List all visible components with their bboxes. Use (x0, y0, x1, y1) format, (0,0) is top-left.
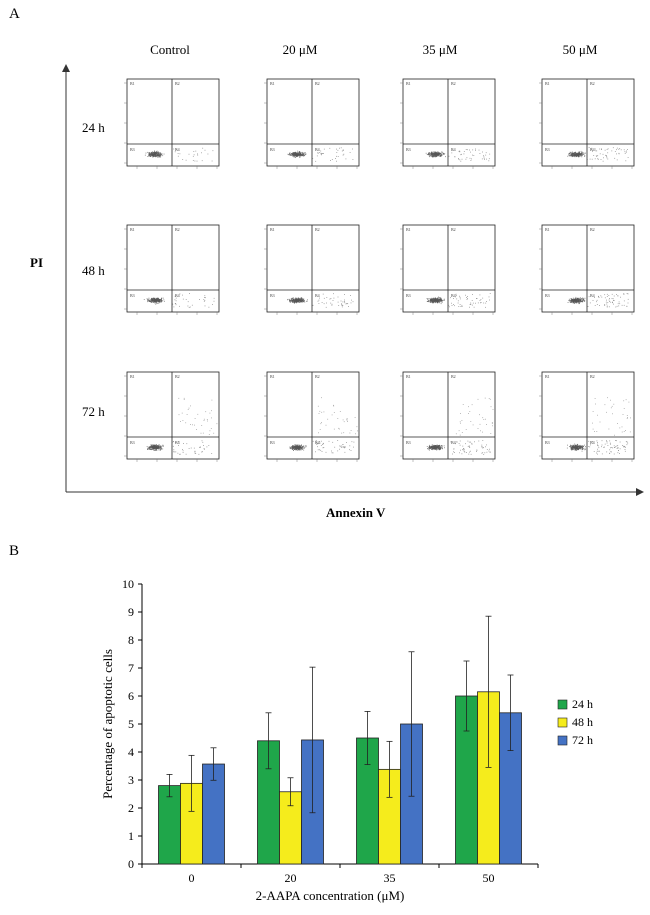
y-tick-label: 0 (128, 857, 134, 871)
y-tick-label: 8 (128, 633, 134, 647)
quadrant-label: B1 (406, 227, 411, 232)
quadrant-label: B2 (590, 374, 595, 379)
quadrant-label: B1 (406, 81, 411, 86)
quadrant-label: B3 (545, 147, 550, 152)
dot-plot-r1-c0: B1 B2 B3 B4 (124, 224, 220, 315)
column-label-control: Control (150, 42, 190, 57)
y-axis-title-pi: PI (30, 255, 43, 270)
column-label-20um: 20 μM (282, 42, 318, 57)
legend-swatch (557, 717, 568, 728)
quadrant-label: B4 (315, 147, 320, 152)
legend-label: 72 h (572, 733, 593, 747)
dot-plot-r2-c1: B1 B2 B3 B4 (264, 371, 360, 462)
bar-24h-0 (158, 785, 181, 865)
quadrant-label: B1 (130, 374, 135, 379)
quadrant-label: B4 (451, 440, 456, 445)
y-tick-label: 7 (128, 661, 134, 675)
quadrant-label: B2 (315, 374, 320, 379)
quadrant-label: B1 (130, 81, 135, 86)
quadrant-label: B3 (270, 147, 275, 152)
quadrant-label: B1 (545, 227, 550, 232)
quadrant-label: B4 (451, 293, 456, 298)
quadrant-label: B3 (270, 293, 275, 298)
legend-swatch (557, 735, 568, 746)
legend-label: 24 h (572, 697, 593, 711)
quadrant-label: B2 (315, 227, 320, 232)
y-tick-label: 6 (128, 689, 134, 703)
legend-swatch (557, 699, 568, 710)
quadrant-label: B4 (175, 293, 180, 298)
bar-y-axis-title: Percentage of apoptotic cells (100, 649, 115, 799)
dot-plot-r2-c2: B1 B2 B3 B4 (400, 371, 496, 462)
quadrant-label: B1 (130, 227, 135, 232)
quadrant-label: B2 (315, 81, 320, 86)
quadrant-label: B4 (590, 440, 595, 445)
dot-plot-r1-c3: B1 B2 B3 B4 (539, 224, 635, 315)
x-tick-label: 50 (483, 871, 495, 885)
row-label-72h: 72 h (82, 404, 105, 419)
y-tick-label: 9 (128, 605, 134, 619)
quadrant-label: B1 (270, 227, 275, 232)
y-tick-label: 1 (128, 829, 134, 843)
row-label-24h: 24 h (82, 120, 105, 135)
column-label-35um: 35 μM (422, 42, 458, 57)
column-label-50um: 50 μM (562, 42, 598, 57)
quadrant-label: B3 (545, 440, 550, 445)
quadrant-label: B2 (175, 227, 180, 232)
dot-plot-r0-c1: B1 B2 B3 B4 (264, 78, 360, 169)
quadrant-label: B3 (406, 440, 411, 445)
quadrant-label: B1 (406, 374, 411, 379)
panel-b-label: B (9, 543, 20, 559)
dot-plot-r0-c3: B1 B2 B3 B4 (539, 78, 635, 169)
y-tick-label: 3 (128, 773, 134, 787)
quadrant-label: B2 (451, 81, 456, 86)
dot-plot-r2-c3: B1 B2 B3 B4 (539, 371, 635, 462)
dot-plot-r0-c2: B1 B2 B3 B4 (400, 78, 496, 169)
quadrant-label: B4 (451, 147, 456, 152)
quadrant-label: B4 (315, 440, 320, 445)
quadrant-label: B4 (175, 440, 180, 445)
quadrant-label: B4 (590, 293, 595, 298)
x-tick-label: 0 (189, 871, 195, 885)
quadrant-label: B3 (270, 440, 275, 445)
quadrant-label: B3 (406, 147, 411, 152)
quadrant-label: B3 (130, 147, 135, 152)
dot-plot-r2-c0: B1 B2 B3 B4 (124, 371, 220, 462)
quadrant-label: B1 (545, 374, 550, 379)
quadrant-label: B3 (545, 293, 550, 298)
y-tick-label: 2 (128, 801, 134, 815)
quadrant-label: B1 (270, 81, 275, 86)
row-label-48h: 48 h (82, 263, 105, 278)
quadrant-label: B1 (270, 374, 275, 379)
quadrant-label: B2 (175, 374, 180, 379)
y-tick-label: 4 (128, 745, 134, 759)
quadrant-label: B2 (590, 227, 595, 232)
quadrant-label: B3 (130, 440, 135, 445)
quadrant-label: B2 (451, 227, 456, 232)
quadrant-label: B2 (590, 81, 595, 86)
quadrant-label: B2 (175, 81, 180, 86)
quadrant-label: B2 (451, 374, 456, 379)
x-axis-title-annexin: Annexin V (326, 505, 386, 520)
quadrant-label: B4 (590, 147, 595, 152)
apoptosis-bar-chart: 0 1 2 3 4 5 6 7 8 9 10 0 20 35 50 Percentage of apoptot… (100, 577, 593, 903)
dot-plot-r0-c0: B1 B2 B3 B4 (124, 78, 220, 169)
bar-x-axis-title: 2-AAPA concentration (μM) (256, 888, 405, 903)
quadrant-label: B1 (545, 81, 550, 86)
dot-plot-r1-c1: B1 B2 B3 B4 (264, 224, 360, 315)
quadrant-label: B4 (315, 293, 320, 298)
dot-plot-r1-c2: B1 B2 B3 B4 (400, 224, 496, 315)
quadrant-label: B3 (406, 293, 411, 298)
x-tick-label: 35 (384, 871, 396, 885)
quadrant-label: B3 (130, 293, 135, 298)
panel-a-label: A (9, 6, 20, 22)
y-tick-label: 5 (128, 717, 134, 731)
flow-cytometry-grid: B1 B2 B3 B4 B1 B2 B3 B4 B1 B2 B3 B4 B1 B2 B3 B4 B1 B2 B3 B4… (62, 64, 644, 496)
x-tick-label: 20 (285, 871, 297, 885)
y-tick-label: 10 (122, 577, 134, 591)
quadrant-label: B4 (175, 147, 180, 152)
legend-label: 48 h (572, 715, 593, 729)
